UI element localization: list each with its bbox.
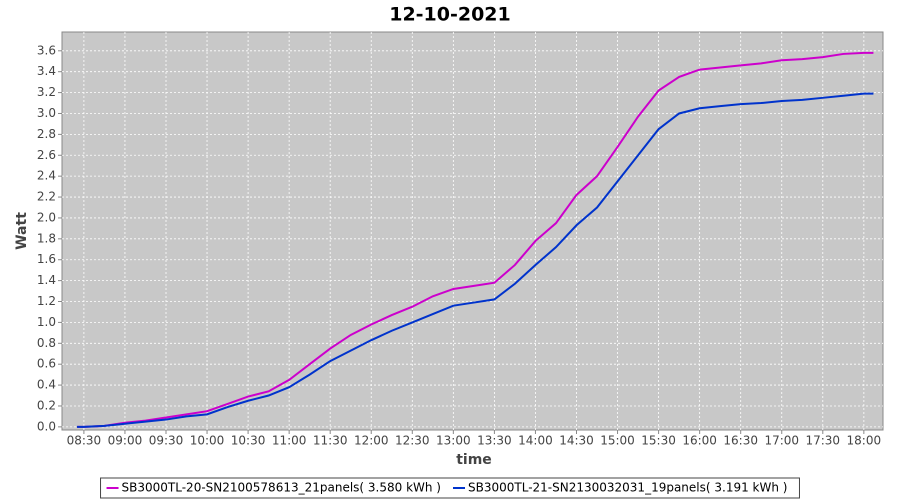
x-tick-label: 15:30 xyxy=(641,434,676,448)
x-tick-label: 12:00 xyxy=(354,434,389,448)
y-tick-label: 0.8 xyxy=(37,336,56,350)
x-tick-label: 08:30 xyxy=(67,434,102,448)
y-tick-label: 3.4 xyxy=(37,64,56,78)
x-tick-label: 11:00 xyxy=(272,434,307,448)
chart-title: 12-10-2021 xyxy=(389,4,511,26)
x-tick-label: 16:30 xyxy=(723,434,758,448)
x-tick-label: 09:00 xyxy=(108,434,143,448)
y-tick-label: 2.0 xyxy=(37,210,56,224)
legend-label: SB3000TL-21-SN2130032031_19panels( 3.191… xyxy=(468,481,787,495)
legend-box xyxy=(100,477,800,499)
legend-label: SB3000TL-20-SN2100578613_21panels( 3.580… xyxy=(122,481,441,495)
x-tick-label: 14:00 xyxy=(518,434,553,448)
y-tick-label: 3.6 xyxy=(37,43,56,57)
x-tick-label: 14:30 xyxy=(559,434,594,448)
y-tick-label: 3.0 xyxy=(37,106,56,120)
y-tick-label: 1.4 xyxy=(37,273,56,287)
x-tick-label: 16:00 xyxy=(682,434,717,448)
x-tick-label: 09:30 xyxy=(149,434,184,448)
x-tick-label: 13:00 xyxy=(436,434,471,448)
y-tick-label: 2.8 xyxy=(37,127,56,141)
y-tick-label: 0.4 xyxy=(37,378,56,392)
y-tick-label: 3.2 xyxy=(37,85,56,99)
x-tick-label: 10:30 xyxy=(231,434,266,448)
series-line xyxy=(77,92,874,428)
x-tick-label: 11:30 xyxy=(313,434,348,448)
y-tick-label: 2.4 xyxy=(37,169,56,183)
x-tick-label: 17:30 xyxy=(805,434,840,448)
x-tick-label: 13:30 xyxy=(477,434,512,448)
y-axis-label: Watt xyxy=(14,212,30,250)
y-tick-label: 0.2 xyxy=(37,398,56,412)
x-axis-label: time xyxy=(456,452,492,468)
y-tick-label: 2.6 xyxy=(37,148,56,162)
y-tick-label: 2.2 xyxy=(37,190,56,204)
x-tick-label: 10:00 xyxy=(190,434,225,448)
x-tick-label: 17:00 xyxy=(764,434,799,448)
y-tick-label: 1.8 xyxy=(37,231,56,245)
series-line xyxy=(77,51,874,428)
y-tick-label: 1.6 xyxy=(37,252,56,266)
y-tick-label: 1.0 xyxy=(37,315,56,329)
x-tick-label: 18:00 xyxy=(847,434,882,448)
y-tick-label: 0.0 xyxy=(37,419,56,433)
x-tick-label: 15:00 xyxy=(600,434,635,448)
y-tick-label: 1.2 xyxy=(37,294,56,308)
x-tick-label: 12:30 xyxy=(395,434,430,448)
y-tick-label: 0.6 xyxy=(37,357,56,371)
plot-area xyxy=(61,31,884,431)
